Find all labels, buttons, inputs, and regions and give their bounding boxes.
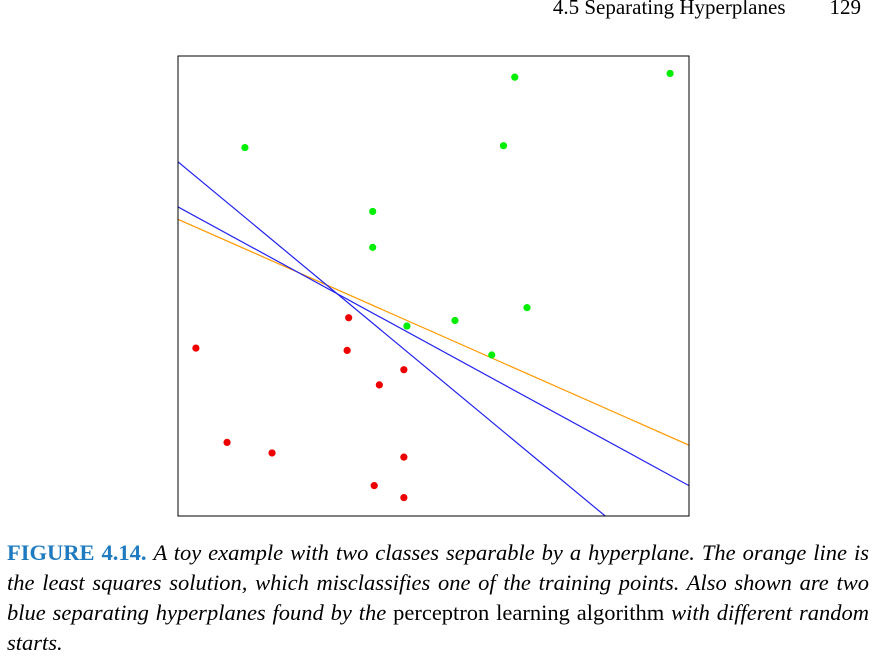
least-squares-line [178, 218, 689, 446]
running-head: 4.5 Separating Hyperplanes 129 [553, 0, 861, 18]
green-class-point-2 [241, 143, 249, 152]
red-class-point-5 [223, 438, 231, 446]
perceptron-hyperplane-1 [178, 206, 689, 487]
caption-part-1: perceptron learning algorithm [393, 600, 665, 625]
green-class-point-7 [451, 316, 459, 325]
green-class-point-6 [523, 304, 531, 312]
red-class-point-8 [370, 482, 378, 490]
red-class-point-6 [268, 449, 276, 457]
red-class-point-2 [343, 346, 351, 354]
green-class-point-3 [499, 142, 508, 150]
red-class-point-7 [400, 453, 408, 461]
green-class-point-1 [666, 69, 674, 78]
green-class-point-5 [369, 243, 377, 251]
figure-4-14 [177, 55, 690, 517]
caption-part-0: A toy example with two classes separable… [7, 540, 869, 625]
figure-label: FIGURE 4.14. [7, 540, 147, 565]
green-class-point-0 [511, 73, 519, 81]
red-class-point-0 [345, 314, 353, 322]
scatter-plot [177, 55, 690, 517]
green-class-point-9 [488, 351, 496, 359]
plot-frame [177, 55, 690, 517]
green-class-point-8 [403, 322, 411, 330]
page-number: 129 [829, 0, 862, 19]
red-class-point-1 [192, 344, 200, 352]
red-class-point-3 [400, 366, 408, 374]
red-class-point-9 [400, 494, 408, 502]
perceptron-hyperplane-2 [178, 161, 606, 516]
red-class-point-4 [375, 381, 383, 389]
figure-caption: FIGURE 4.14. A toy example with two clas… [7, 538, 869, 658]
caption-part-2: with different random starts. [7, 600, 869, 655]
caption-body: A toy example with two classes separable… [7, 540, 869, 655]
running-head-section-title: 4.5 Separating Hyperplanes [552, 0, 786, 19]
green-class-point-4 [369, 207, 377, 216]
